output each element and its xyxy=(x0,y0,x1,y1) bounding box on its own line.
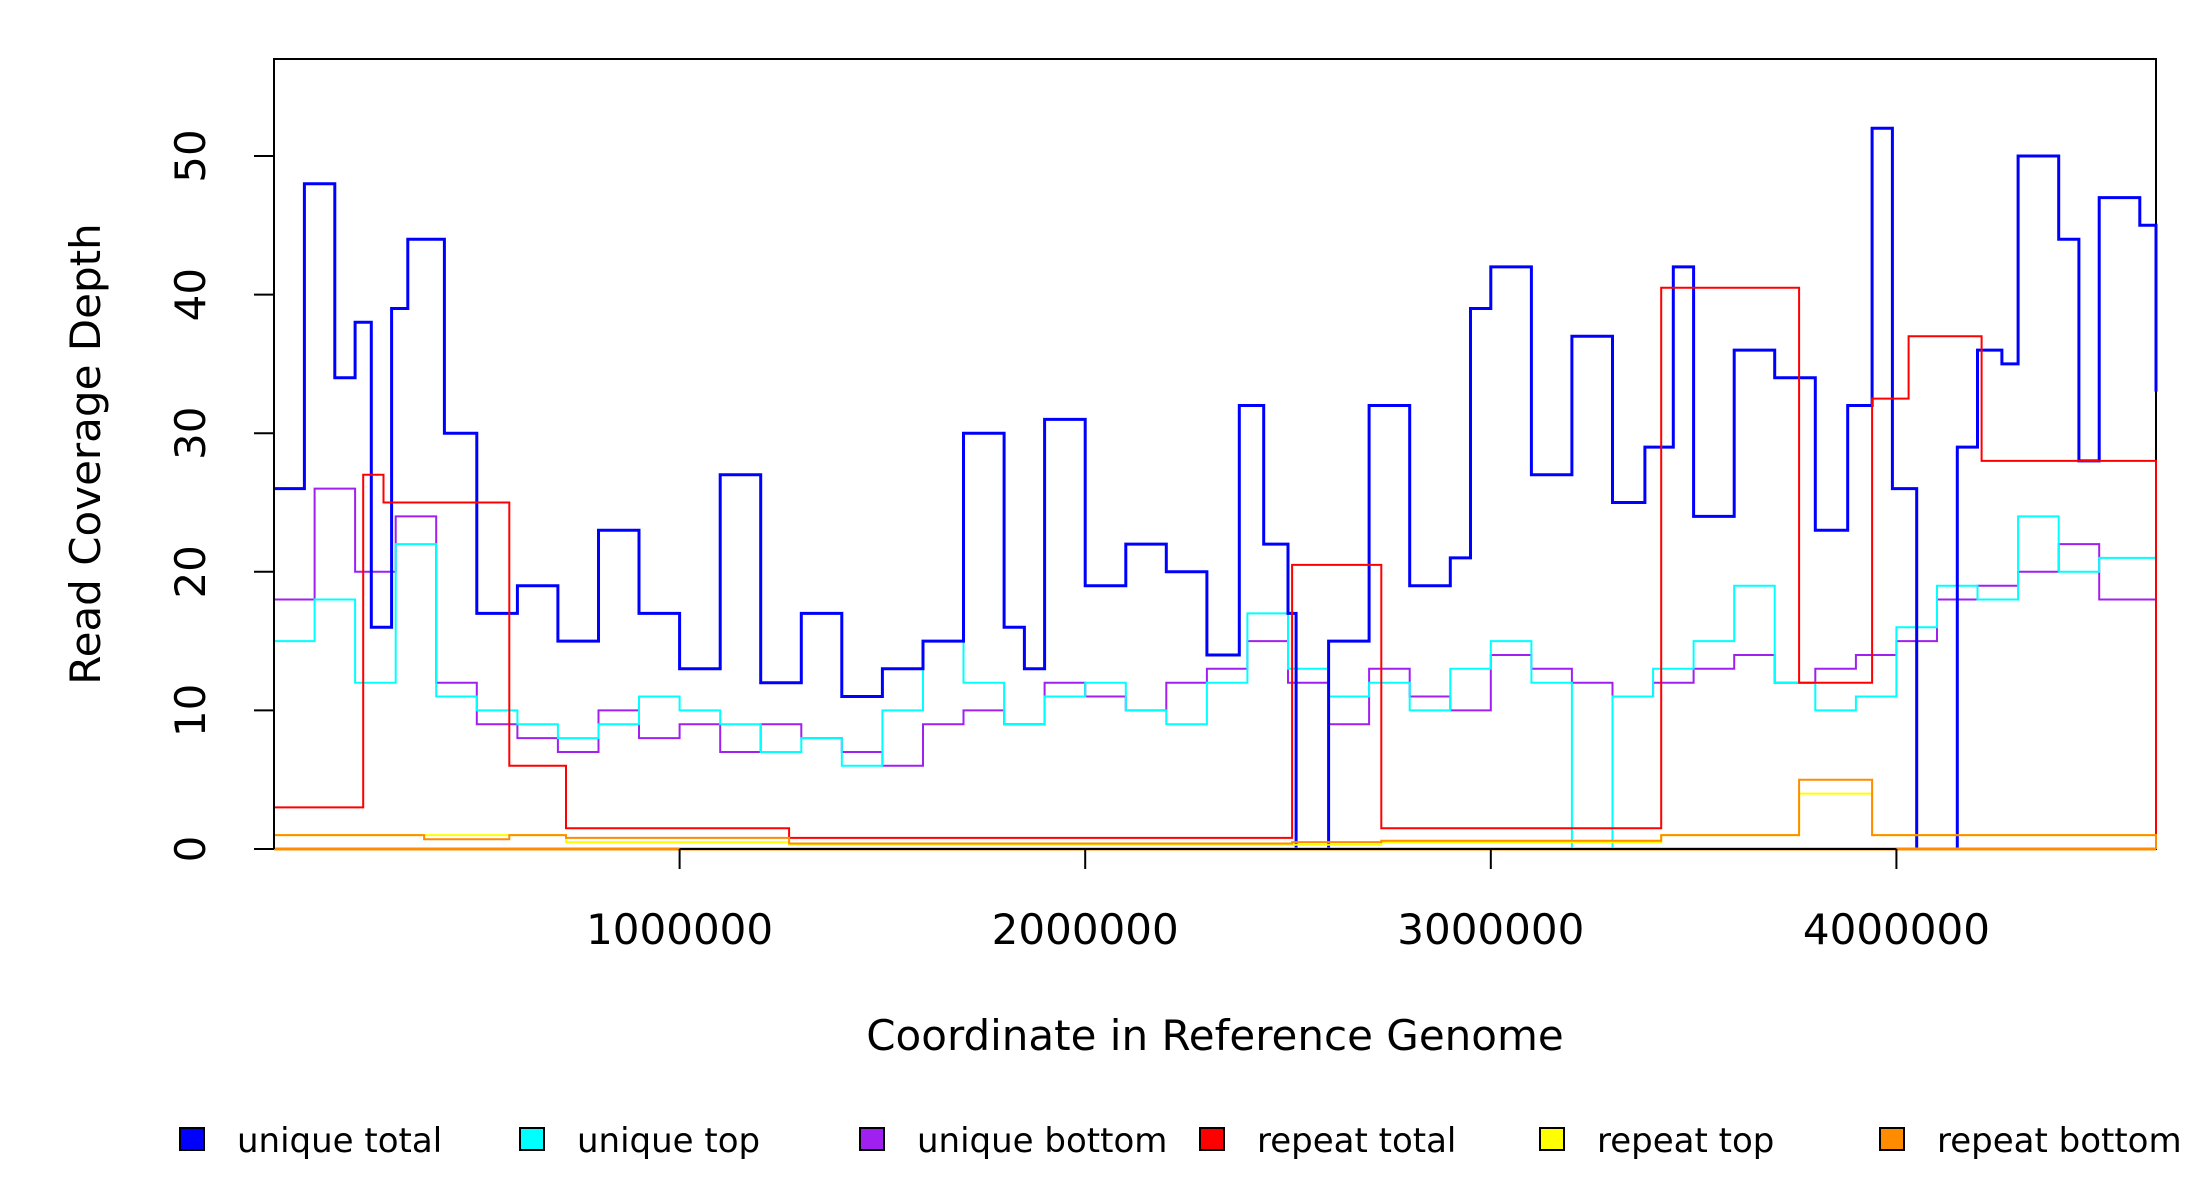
x-tick-label: 2000000 xyxy=(992,905,1179,954)
x-tick-label: 4000000 xyxy=(1803,905,1990,954)
legend-label: repeat bottom xyxy=(1937,1121,2182,1161)
y-tick-label: 0 xyxy=(166,836,215,863)
y-tick-label: 20 xyxy=(166,545,215,598)
legend-swatch xyxy=(179,1127,205,1151)
y-tick-label: 10 xyxy=(166,684,215,737)
series-line-repeat-total xyxy=(274,286,2157,849)
legend-label: unique bottom xyxy=(917,1121,1167,1161)
legend-swatch xyxy=(1539,1127,1565,1151)
x-tick-label: 1000000 xyxy=(586,905,773,954)
legend-swatch xyxy=(859,1127,885,1151)
legend-swatch xyxy=(1879,1127,1905,1151)
legend-label: unique total xyxy=(237,1121,442,1161)
legend-item-repeat-bottom: repeat bottom xyxy=(1879,1121,2182,1161)
y-tick-label: 50 xyxy=(166,129,215,182)
axis-layer: 0 10 20 30 40 50 1000000 2000000 3000000 4000000 xyxy=(166,129,1990,954)
plot-area xyxy=(273,58,2157,850)
x-axis-label: Coordinate in Reference Genome xyxy=(866,1011,1564,1060)
legend-item-unique-total: unique total xyxy=(179,1121,442,1161)
legend-item-unique-top: unique top xyxy=(519,1121,760,1161)
legend-label: unique top xyxy=(577,1121,760,1161)
legend-swatch xyxy=(1199,1127,1225,1151)
series-line-unique-top xyxy=(274,515,2157,850)
series-line-unique-total xyxy=(274,126,2158,851)
x-tick-label: 3000000 xyxy=(1397,905,1584,954)
legend-item-unique-bottom: unique bottom xyxy=(859,1121,1167,1161)
y-tick-label: 40 xyxy=(166,268,215,321)
legend-swatch xyxy=(519,1127,545,1151)
legend-item-repeat-total: repeat total xyxy=(1199,1121,1456,1161)
legend-item-repeat-top: repeat top xyxy=(1539,1121,1774,1161)
legend: unique total unique top unique bottom repea… xyxy=(179,1121,2182,1161)
series-line-repeat-bottom xyxy=(274,778,2157,849)
legend-label: repeat top xyxy=(1597,1121,1774,1161)
y-tick-label: 30 xyxy=(166,406,215,459)
legend-label: repeat total xyxy=(1257,1121,1456,1161)
y-axis-label: Read Coverage Depth xyxy=(61,223,110,684)
